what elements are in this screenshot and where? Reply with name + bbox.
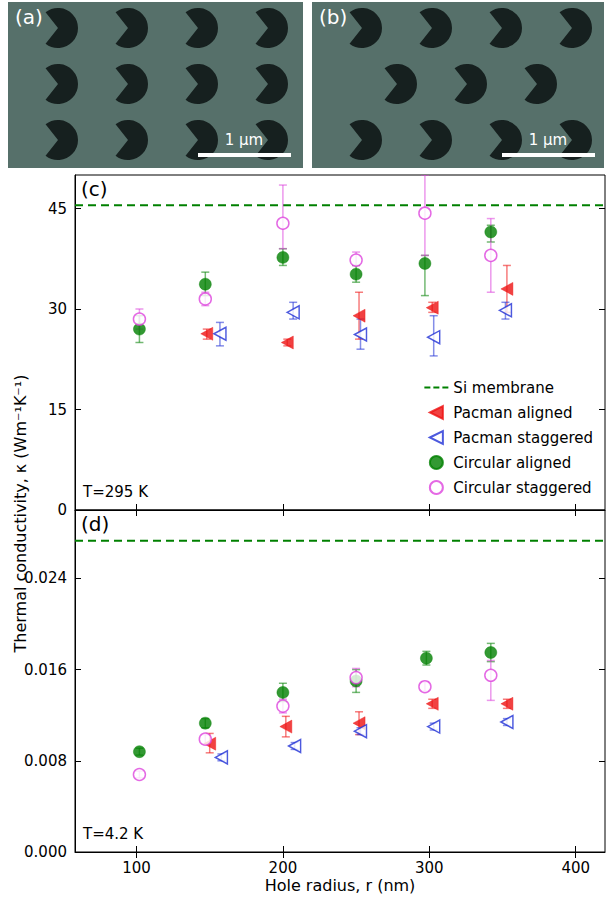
svg-text:300: 300 <box>415 859 444 877</box>
svg-text:(c): (c) <box>81 177 108 201</box>
svg-text:(b): (b) <box>319 5 347 29</box>
svg-text:(a): (a) <box>15 5 43 29</box>
svg-text:Pacman aligned: Pacman aligned <box>453 404 572 422</box>
svg-text:0.024: 0.024 <box>24 569 67 587</box>
svg-text:Pacman staggered: Pacman staggered <box>453 429 593 447</box>
svg-text:45: 45 <box>48 200 67 218</box>
svg-text:Circular staggered: Circular staggered <box>453 479 591 497</box>
svg-text:Si membrane: Si membrane <box>453 379 554 397</box>
svg-text:Thermal conductivity, κ (Wm⁻¹K: Thermal conductivity, κ (Wm⁻¹K⁻¹) <box>11 375 30 654</box>
svg-text:200: 200 <box>269 859 298 877</box>
svg-text:T=4.2 K: T=4.2 K <box>82 825 144 843</box>
svg-text:T=295 K: T=295 K <box>82 483 149 501</box>
svg-text:1 µm: 1 µm <box>529 131 567 149</box>
svg-text:100: 100 <box>122 859 151 877</box>
svg-text:0.000: 0.000 <box>24 843 67 861</box>
svg-text:0: 0 <box>57 501 67 519</box>
svg-text:30: 30 <box>48 300 67 318</box>
svg-text:0.016: 0.016 <box>24 661 67 679</box>
svg-text:0.008: 0.008 <box>24 752 67 770</box>
svg-text:400: 400 <box>561 859 590 877</box>
svg-text:(d): (d) <box>81 512 109 536</box>
svg-text:Circular aligned: Circular aligned <box>453 454 571 472</box>
svg-text:Hole radius, r (nm): Hole radius, r (nm) <box>265 876 416 895</box>
svg-text:1 µm: 1 µm <box>225 131 263 149</box>
svg-text:15: 15 <box>48 401 67 419</box>
